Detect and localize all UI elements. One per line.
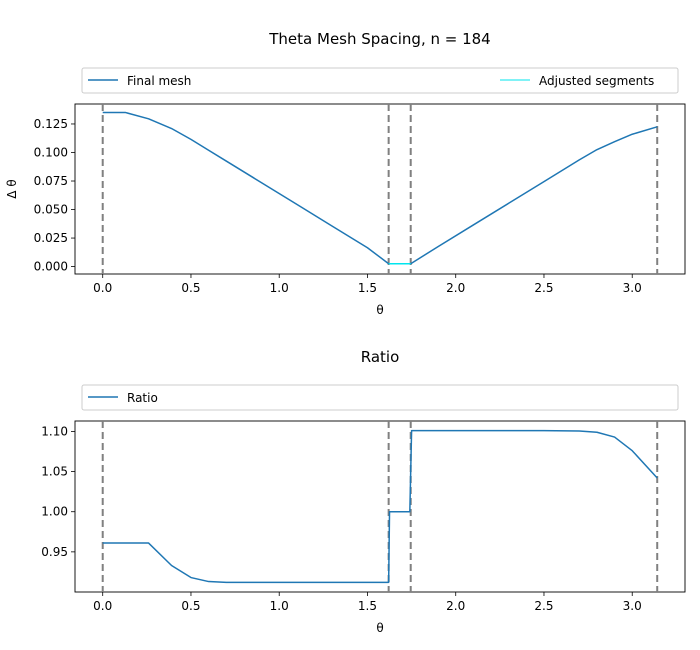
chart-1-y-tick-label: 0.025 bbox=[34, 231, 68, 245]
chart-2-legend: Ratio bbox=[81, 384, 679, 411]
chart-2-legend-label-1: Ratio bbox=[127, 391, 158, 405]
chart-2-x-tick-label: 3.0 bbox=[623, 599, 642, 613]
chart-2-x-tick-label: 1.0 bbox=[270, 599, 289, 613]
chart-2-y-tick-label: 0.95 bbox=[41, 545, 68, 559]
chart-1-y-axis: 0.000 0.025 0.050 0.075 0.100 0.125 bbox=[34, 117, 75, 274]
chart-2-series-line-1 bbox=[102, 429, 658, 584]
chart-1-legend: Final mesh Adjusted segments bbox=[81, 67, 679, 94]
chart-1-y-tick-label: 0.075 bbox=[34, 174, 68, 188]
chart-2-x-label: θ bbox=[376, 621, 383, 635]
chart-1-legend-frame bbox=[81, 67, 679, 94]
chart-2-x-axis: 0.0 0.5 1.0 1.5 2.0 2.5 3.0 bbox=[93, 592, 642, 613]
chart-1-x-tick-label: 2.0 bbox=[446, 281, 465, 295]
chart-1-series bbox=[102, 111, 658, 265]
chart-2-y-tick-label: 1.10 bbox=[41, 424, 68, 438]
chart-2-legend-frame bbox=[81, 384, 679, 411]
chart-2-y-axis: 0.95 1.00 1.05 1.10 bbox=[41, 424, 75, 559]
chart-2-x-tick-label: 1.5 bbox=[358, 599, 377, 613]
chart-1-series-line-1 bbox=[102, 111, 658, 265]
chart-1-x-tick-label: 2.5 bbox=[534, 281, 553, 295]
chart-1-legend-label-2: Adjusted segments bbox=[539, 74, 654, 88]
chart-2-x-tick-label: 0.0 bbox=[93, 599, 112, 613]
chart-1-x-tick-label: 3.0 bbox=[623, 281, 642, 295]
chart-2-y-tick-label: 1.00 bbox=[41, 505, 68, 519]
chart-1-y-tick-label: 0.125 bbox=[34, 117, 68, 131]
chart-2-title: Ratio bbox=[361, 348, 400, 366]
chart-2-x-tick-label: 0.5 bbox=[181, 599, 200, 613]
chart-1-axes bbox=[74, 103, 686, 275]
chart-1-x-tick-label: 0.0 bbox=[93, 281, 112, 295]
chart-1-x-label: θ bbox=[376, 303, 383, 317]
chart-1-y-tick-label: 0.050 bbox=[34, 203, 68, 217]
chart-2-x-tick-label: 2.5 bbox=[534, 599, 553, 613]
chart-2-series bbox=[102, 429, 658, 584]
chart-1-x-tick-label: 1.5 bbox=[358, 281, 377, 295]
chart-1-x-axis: 0.0 0.5 1.0 1.5 2.0 2.5 3.0 bbox=[93, 274, 642, 295]
chart-2-y-tick-label: 1.05 bbox=[41, 465, 68, 479]
chart-1-title: Theta Mesh Spacing, n = 184 bbox=[268, 30, 490, 48]
chart-1-y-tick-label: 0.000 bbox=[34, 260, 68, 274]
chart-1-legend-label-1: Final mesh bbox=[127, 74, 191, 88]
chart-1-x-tick-label: 1.0 bbox=[270, 281, 289, 295]
chart-1-vlines bbox=[101, 104, 659, 274]
chart-2-x-tick-label: 2.0 bbox=[446, 599, 465, 613]
chart-1-y-label: Δ θ bbox=[5, 179, 19, 198]
chart-2-axes bbox=[74, 420, 686, 593]
chart-1-y-tick-label: 0.100 bbox=[34, 145, 68, 159]
chart-1-x-tick-label: 0.5 bbox=[181, 281, 200, 295]
